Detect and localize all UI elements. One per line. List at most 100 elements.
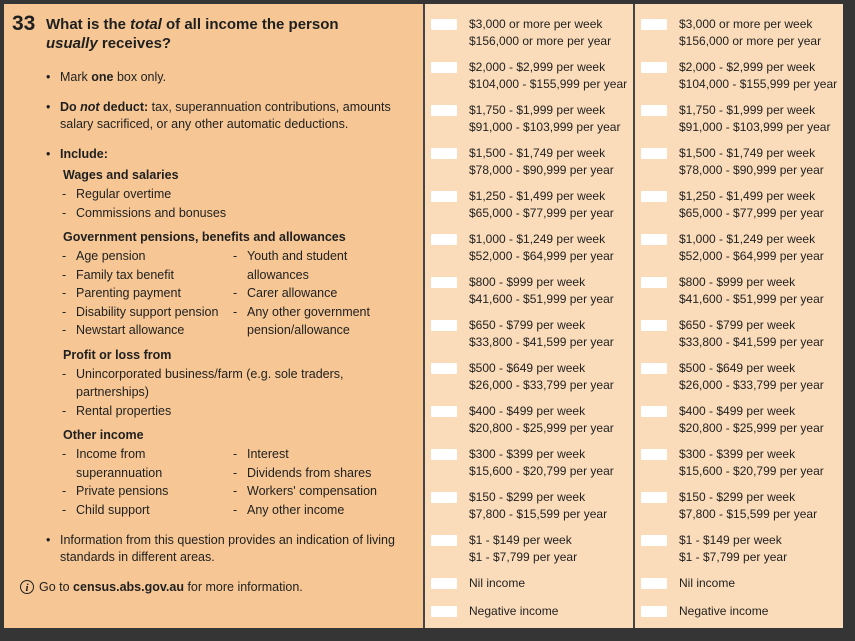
income-option-label: $500 - $649 per week $26,000 - $33,799 pe…: [469, 360, 614, 394]
include-list-item: - Carer allowance: [233, 284, 413, 303]
include-item-text: Newstart allowance: [76, 323, 185, 337]
income-option-checkbox[interactable]: [431, 105, 457, 116]
include-group-columns: - Income from superannuation - Private pens…: [62, 445, 413, 519]
income-option-checkbox[interactable]: [431, 606, 457, 617]
include-item-text: Unincorporated business/farm (e.g. sole …: [76, 366, 344, 400]
text-segment: for more information.: [183, 580, 303, 594]
dash-icon: -: [62, 304, 67, 319]
option-year-label: $15,600 - $20,799 per year: [679, 464, 824, 478]
income-option-checkbox[interactable]: [641, 578, 667, 589]
income-option-row: $1,000 - $1,249 per week $52,000 - $64,99…: [431, 231, 633, 265]
income-option-checkbox[interactable]: [431, 406, 457, 417]
option-week-label: $300 - $399 per week: [469, 447, 586, 461]
income-option-label: Nil income: [679, 576, 736, 590]
income-option-checkbox[interactable]: [431, 62, 457, 73]
include-list-item: - Parenting payment: [62, 284, 233, 303]
dash-icon: -: [62, 286, 67, 300]
dash-icon: -: [233, 502, 238, 517]
income-option-checkbox[interactable]: [431, 492, 457, 503]
income-option-checkbox[interactable]: [641, 191, 667, 202]
income-option-checkbox[interactable]: [431, 191, 457, 202]
income-option-checkbox[interactable]: [431, 19, 457, 30]
text-segment: of all income the person: [166, 16, 339, 33]
income-option-checkbox[interactable]: [641, 148, 667, 159]
include-list-item: - Regular overtime: [62, 185, 413, 204]
income-option-checkbox[interactable]: [641, 535, 667, 546]
include-item-text: Parenting payment: [76, 286, 181, 300]
income-option-checkbox[interactable]: [431, 277, 457, 288]
option-week-label: $1 - $149 per week: [679, 533, 782, 547]
include-group-column: - Unincorporated business/farm (e.g. sole…: [62, 365, 413, 421]
income-option-checkbox[interactable]: [641, 406, 667, 417]
include-list-item: - Child support: [62, 501, 233, 520]
income-option-checkbox[interactable]: [641, 62, 667, 73]
option-year-label: $20,800 - $25,999 per year: [679, 421, 824, 435]
income-option-checkbox[interactable]: [641, 492, 667, 503]
dash-icon: -: [62, 187, 67, 201]
income-option-checkbox[interactable]: [641, 606, 667, 617]
include-list-item: - Family tax benefit: [62, 266, 233, 285]
option-week-label: $1,000 - $1,249 per week: [679, 232, 816, 246]
income-option-row: $1,750 - $1,999 per week $91,000 - $103,9…: [641, 102, 843, 136]
income-option-checkbox[interactable]: [431, 320, 457, 331]
include-item-text: Carer allowance: [247, 286, 338, 300]
option-year-label: $15,600 - $20,799 per year: [469, 464, 614, 478]
text-segment: Information from this question provides …: [60, 533, 395, 564]
include-group-heading: Other income: [63, 428, 144, 442]
income-option-checkbox[interactable]: [641, 19, 667, 30]
include-item-text: Child support: [76, 502, 150, 517]
include-list-item: - Unincorporated business/farm (e.g. sole…: [62, 365, 413, 402]
income-option-row: $2,000 - $2,999 per week $104,000 - $155,…: [641, 59, 843, 93]
include-item-text: Any other income: [247, 502, 345, 517]
include-groups: Wages and salaries - Regular overtime - Comm…: [12, 167, 413, 519]
income-option-label: $1 - $149 per week $1 - $7,799 per year: [469, 532, 577, 566]
income-option-label: $800 - $999 per week $41,600 - $51,999 pe…: [679, 274, 824, 308]
income-option-checkbox[interactable]: [641, 105, 667, 116]
instruction-text: Do not deduct: tax, superannuation contr…: [60, 99, 413, 133]
option-year-label: $41,600 - $51,999 per year: [469, 292, 614, 306]
option-week-label: $1,250 - $1,499 per week: [469, 189, 606, 203]
income-option-checkbox[interactable]: [431, 535, 457, 546]
option-week-label: $1,500 - $1,749 per week: [469, 146, 606, 160]
option-year-label: $33,800 - $41,599 per year: [469, 335, 614, 349]
income-option-row: $1,750 - $1,999 per week $91,000 - $103,9…: [431, 102, 633, 136]
income-option-checkbox[interactable]: [641, 234, 667, 245]
dash-icon: -: [62, 323, 67, 337]
option-year-label: $78,000 - $90,999 per year: [469, 163, 614, 177]
income-option-row: Negative income: [431, 603, 633, 620]
instruction-bullets: • Mark one box only. • Do not deduct: tax, …: [12, 69, 413, 163]
income-option-checkbox[interactable]: [431, 449, 457, 460]
dash-icon: -: [62, 502, 67, 517]
text-segment: usually: [46, 35, 98, 52]
option-week-label: $1,250 - $1,499 per week: [679, 189, 816, 203]
income-option-label: $1,500 - $1,749 per week $78,000 - $90,99…: [469, 145, 614, 179]
text-segment: total: [130, 16, 162, 33]
dash-icon: -: [62, 447, 67, 461]
income-option-checkbox[interactable]: [431, 148, 457, 159]
text-segment: deduct:: [99, 100, 149, 114]
income-option-checkbox[interactable]: [431, 578, 457, 589]
income-option-label: $3,000 or more per week $156,000 or more …: [679, 16, 821, 50]
income-option-label: $1 - $149 per week $1 - $7,799 per year: [679, 532, 787, 566]
income-option-label: $400 - $499 per week $20,800 - $25,999 pe…: [679, 403, 824, 437]
include-list-item: - Any other income: [233, 501, 413, 520]
income-option-label: $1,250 - $1,499 per week $65,000 - $77,99…: [469, 188, 614, 222]
include-group: Other income - Income from superannuation -…: [12, 427, 413, 519]
dash-icon: -: [233, 465, 238, 480]
income-option-checkbox[interactable]: [431, 363, 457, 374]
income-option-label: $300 - $399 per week $15,600 - $20,799 pe…: [679, 446, 824, 480]
option-year-label: $65,000 - $77,999 per year: [469, 206, 614, 220]
text-segment: tax, superannuation contributions, amoun…: [60, 100, 391, 131]
option-year-label: $65,000 - $77,999 per year: [679, 206, 824, 220]
include-list-item: - Dividends from shares: [233, 464, 413, 483]
option-week-label: $1,750 - $1,999 per week: [469, 103, 606, 117]
dash-icon: -: [233, 484, 238, 498]
income-option-checkbox[interactable]: [641, 320, 667, 331]
include-group-heading: Government pensions, benefits and allowa…: [63, 230, 346, 244]
income-option-checkbox[interactable]: [431, 234, 457, 245]
income-option-checkbox[interactable]: [641, 363, 667, 374]
income-option-checkbox[interactable]: [641, 449, 667, 460]
income-option-row: Nil income: [641, 575, 843, 592]
income-option-checkbox[interactable]: [641, 277, 667, 288]
income-option-row: $300 - $399 per week $15,600 - $20,799 pe…: [641, 446, 843, 480]
